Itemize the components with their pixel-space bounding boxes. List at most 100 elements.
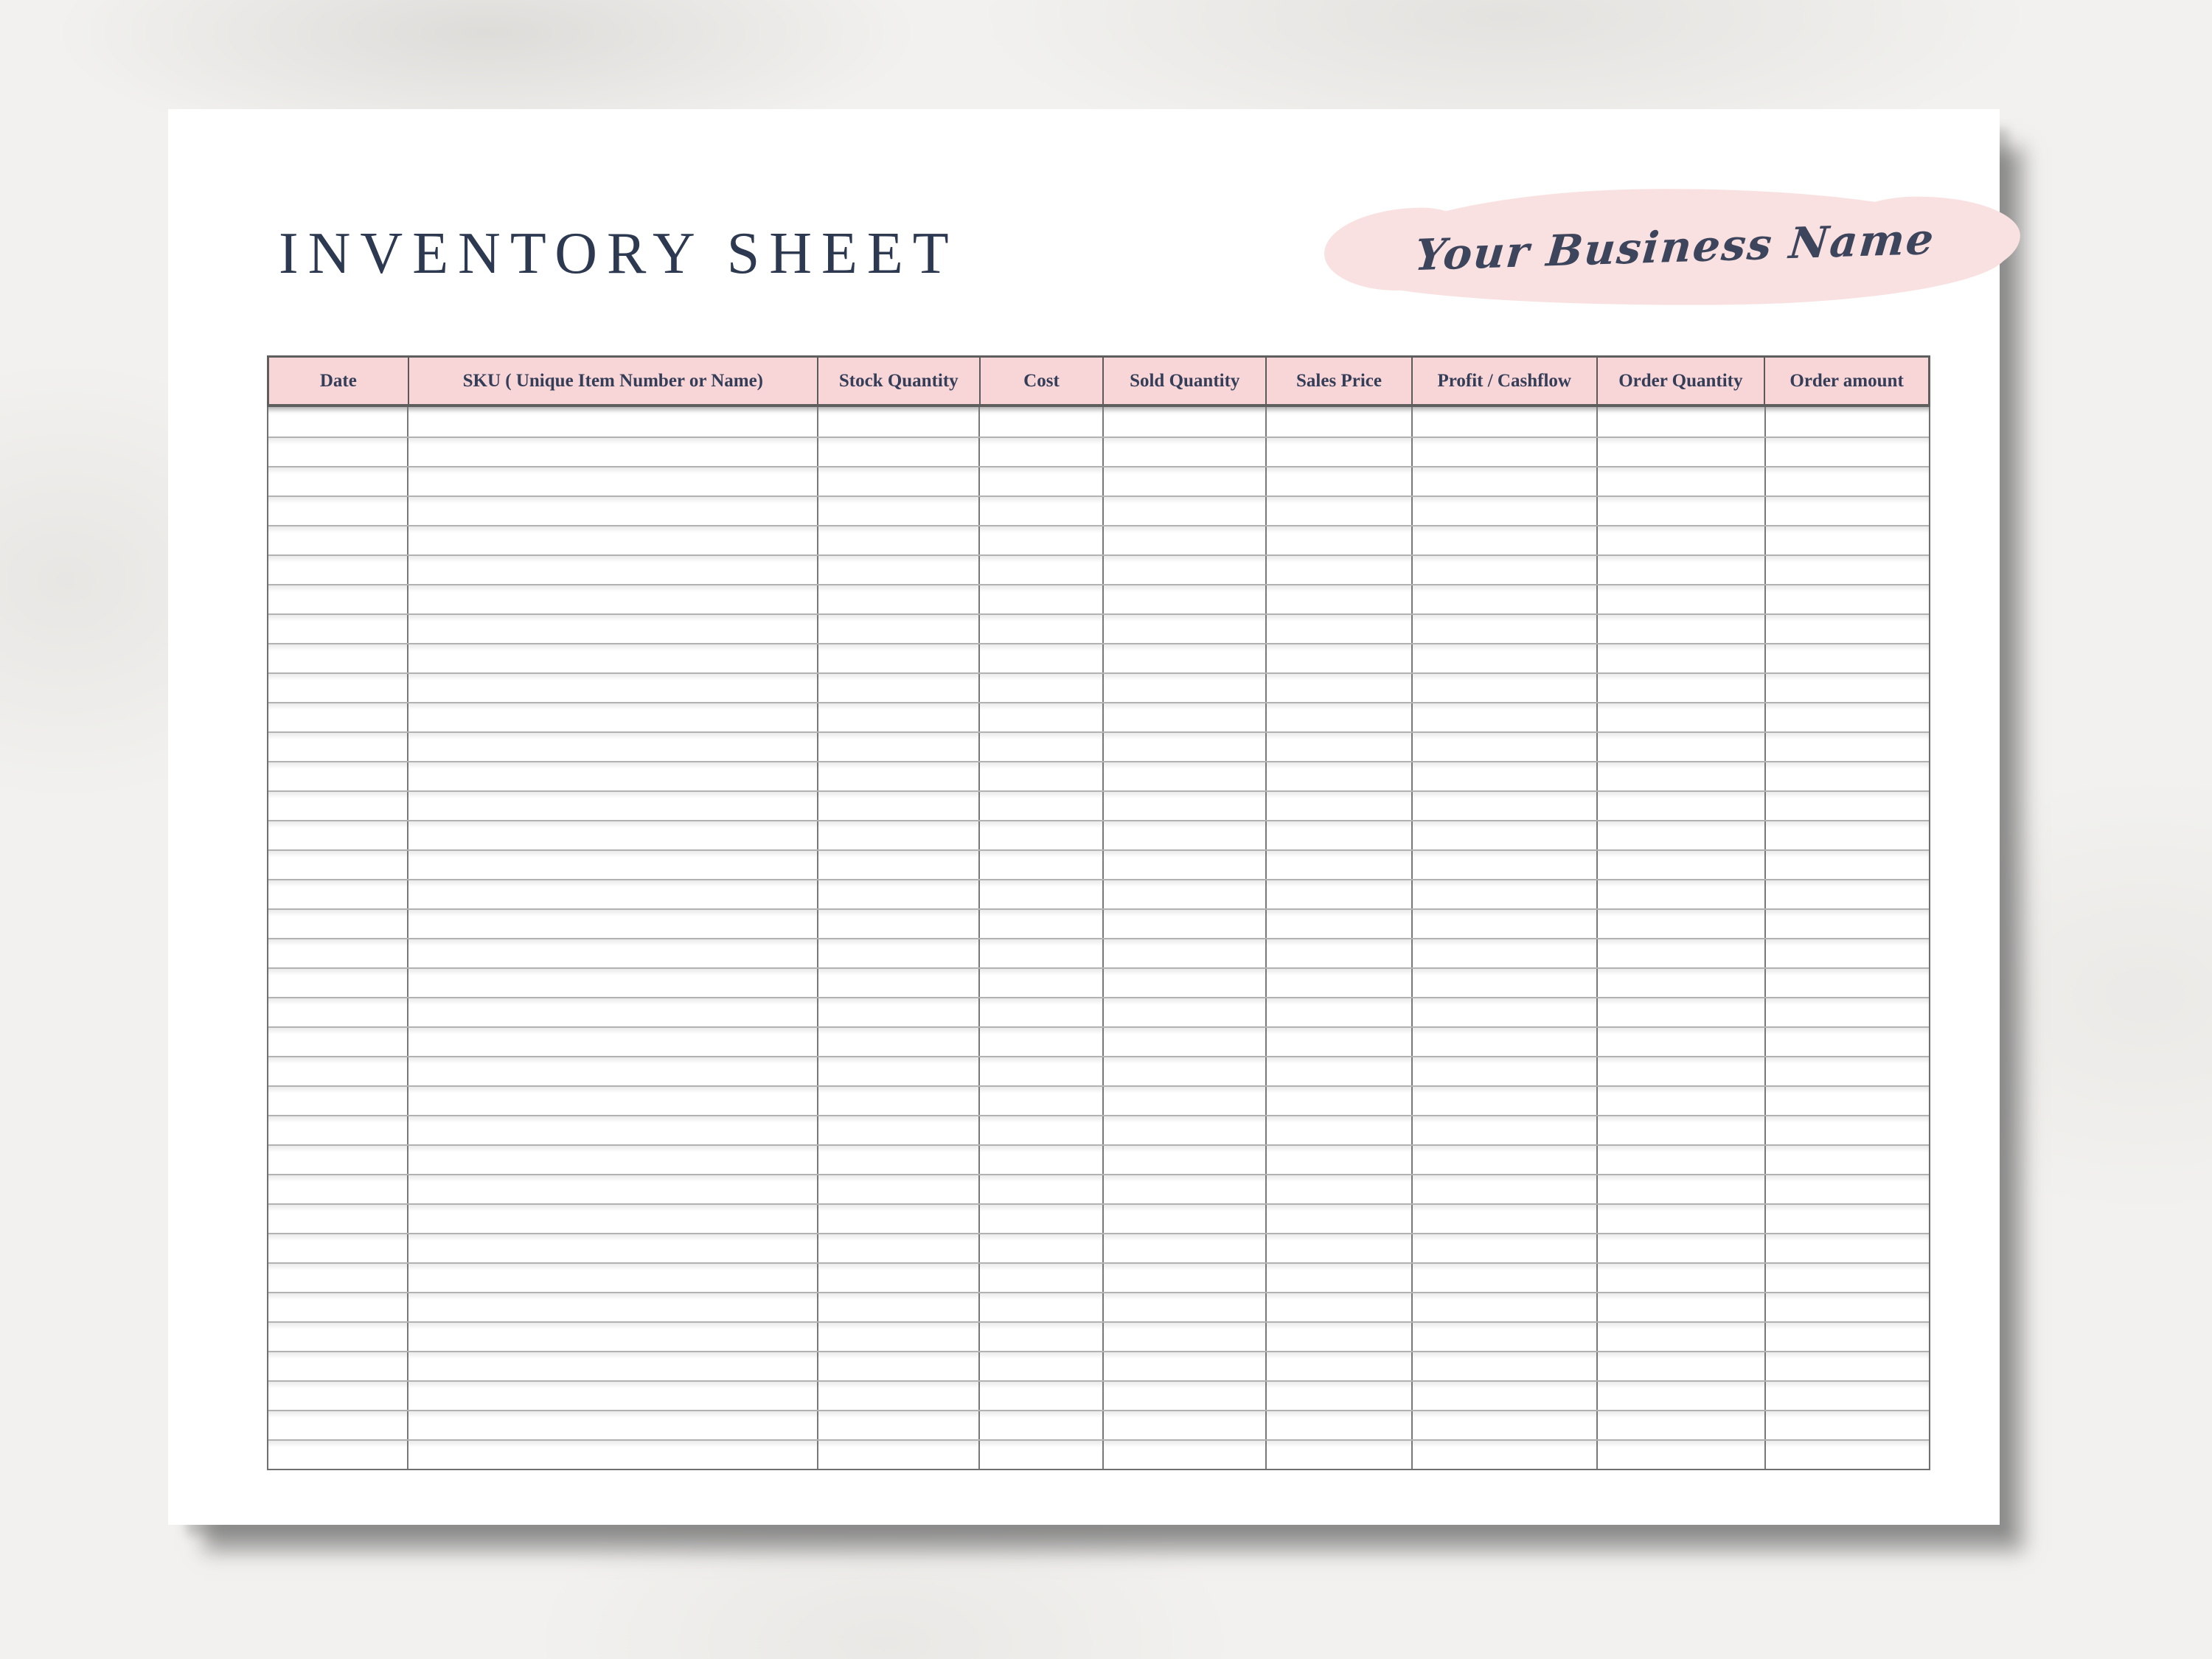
table-cell-empty	[980, 880, 1105, 908]
table-cell-empty	[1267, 1087, 1413, 1115]
table-cell-empty	[268, 733, 408, 761]
table-row	[268, 1203, 1929, 1233]
table-cell-empty	[1766, 1323, 1929, 1351]
table-cell-empty	[1413, 497, 1599, 525]
table-cell-empty	[408, 497, 818, 525]
table-cell-empty	[408, 1323, 818, 1351]
table-row	[268, 879, 1929, 908]
table-cell-empty	[1766, 1411, 1929, 1439]
table-cell-empty	[1104, 821, 1267, 849]
table-cell-empty	[1598, 910, 1766, 938]
table-cell-empty	[1413, 674, 1599, 702]
table-cell-empty	[1267, 939, 1413, 967]
table-cell-empty	[268, 674, 408, 702]
table-cell-empty	[268, 615, 408, 643]
table-cell-empty	[408, 644, 818, 672]
table-row	[268, 1262, 1929, 1292]
table-cell-empty	[818, 821, 981, 849]
table-cell-empty	[1766, 1057, 1929, 1085]
table-cell-empty	[980, 1205, 1105, 1233]
table-cell-empty	[818, 1205, 981, 1233]
table-cell-empty	[818, 792, 981, 820]
table-cell-empty	[1766, 407, 1929, 437]
table-cell-empty	[408, 821, 818, 849]
table-cell-empty	[1413, 644, 1599, 672]
table-row	[268, 525, 1929, 554]
table-cell-empty	[1766, 880, 1929, 908]
table-cell-empty	[268, 969, 408, 997]
column-header: Stock Quantity	[818, 358, 981, 404]
table-cell-empty	[408, 1087, 818, 1115]
table-cell-empty	[1598, 1293, 1766, 1321]
table-cell-empty	[1267, 821, 1413, 849]
table-cell-empty	[1104, 1411, 1267, 1439]
table-cell-empty	[1413, 1352, 1599, 1380]
table-cell-empty	[408, 467, 818, 495]
column-header: Sales Price	[1267, 358, 1413, 404]
table-cell-empty	[1413, 821, 1599, 849]
table-cell-empty	[1413, 1234, 1599, 1262]
table-cell-empty	[1598, 1264, 1766, 1292]
table-cell-empty	[1766, 792, 1929, 820]
table-cell-empty	[1413, 1175, 1599, 1203]
column-header: Sold Quantity	[1104, 358, 1267, 404]
table-cell-empty	[1267, 998, 1413, 1026]
table-cell-empty	[1598, 1028, 1766, 1056]
table-cell-empty	[1413, 880, 1599, 908]
table-cell-empty	[1766, 1028, 1929, 1056]
table-cell-empty	[980, 644, 1105, 672]
table-cell-empty	[818, 1087, 981, 1115]
table-row	[268, 437, 1929, 466]
table-cell-empty	[818, 1234, 981, 1262]
table-cell-empty	[268, 821, 408, 849]
table-cell-empty	[1267, 851, 1413, 879]
table-cell-empty	[408, 1057, 818, 1085]
table-cell-empty	[408, 1175, 818, 1203]
table-cell-empty	[1104, 1175, 1267, 1203]
table-cell-empty	[1413, 526, 1599, 554]
table-cell-empty	[268, 939, 408, 967]
table-cell-empty	[1267, 438, 1413, 466]
table-cell-empty	[268, 910, 408, 938]
table-cell-empty	[980, 674, 1105, 702]
table-cell-empty	[1598, 1057, 1766, 1085]
table-cell-empty	[1413, 1205, 1599, 1233]
table-cell-empty	[268, 407, 408, 437]
table-cell-empty	[1104, 1382, 1267, 1410]
table-row	[268, 1233, 1929, 1262]
table-cell-empty	[408, 1441, 818, 1469]
table-cell-empty	[1413, 1146, 1599, 1174]
table-cell-empty	[1766, 969, 1929, 997]
table-cell-empty	[1104, 1116, 1267, 1144]
table-cell-empty	[268, 644, 408, 672]
table-cell-empty	[1413, 407, 1599, 437]
table-cell-empty	[1766, 1116, 1929, 1144]
table-cell-empty	[1267, 674, 1413, 702]
table-cell-empty	[408, 939, 818, 967]
table-cell-empty	[1766, 998, 1929, 1026]
table-cell-empty	[1598, 407, 1766, 437]
table-cell-empty	[1413, 762, 1599, 790]
table-cell-empty	[268, 1264, 408, 1292]
table-cell-empty	[980, 438, 1105, 466]
table-cell-empty	[1267, 1411, 1413, 1439]
table-cell-empty	[980, 762, 1105, 790]
table-cell-empty	[1766, 1205, 1929, 1233]
table-row	[268, 672, 1929, 702]
table-cell-empty	[1598, 1175, 1766, 1203]
table-cell-empty	[1413, 703, 1599, 731]
table-cell-empty	[1267, 1205, 1413, 1233]
table-cell-empty	[1267, 1323, 1413, 1351]
table-row	[268, 495, 1929, 525]
table-cell-empty	[1267, 1028, 1413, 1056]
table-cell-empty	[980, 1087, 1105, 1115]
table-cell-empty	[1413, 910, 1599, 938]
table-cell-empty	[1413, 792, 1599, 820]
table-cell-empty	[1598, 851, 1766, 879]
table-cell-empty	[1413, 1028, 1599, 1056]
table-cell-empty	[1766, 762, 1929, 790]
table-cell-empty	[268, 497, 408, 525]
table-cell-empty	[1267, 1116, 1413, 1144]
table-cell-empty	[818, 526, 981, 554]
business-name-highlight: Your Business Name	[1343, 185, 2008, 309]
